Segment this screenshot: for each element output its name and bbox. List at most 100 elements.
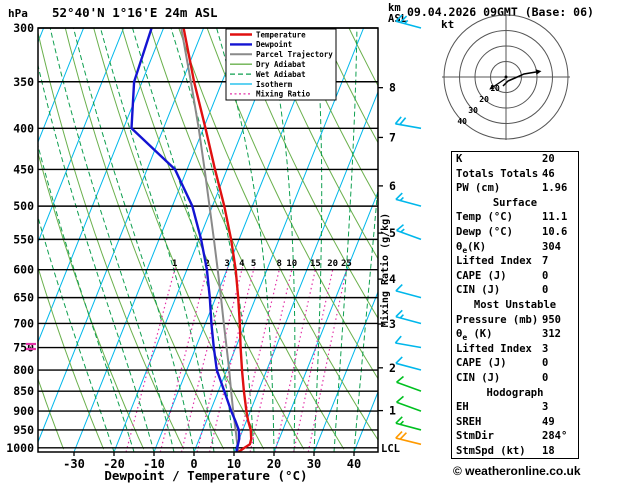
table-row-value: 0 <box>542 371 549 384</box>
pressure-axis-unit: hPa <box>8 7 28 20</box>
wind-barb <box>395 416 422 431</box>
table-row-value: 11.1 <box>542 211 568 224</box>
pressure-tick-label: 550 <box>13 232 34 246</box>
station-title: 52°40'N 1°16'E 24m ASL <box>52 5 218 20</box>
mixing-ratio-axis-title: Mixing Ratio (g/kg) <box>379 213 391 327</box>
wind-barb <box>396 375 422 392</box>
table-row: θe(K) 304 <box>452 240 578 255</box>
dry-adiabat-lines <box>38 28 378 450</box>
plot-border <box>37 27 379 453</box>
wind-barb <box>395 356 422 371</box>
temperature-tick-label: 20 <box>267 457 281 471</box>
pressure-tick-label: 650 <box>13 291 34 305</box>
table-row-value: 7 <box>542 255 549 268</box>
pressure-tick-label: 1000 <box>6 441 34 455</box>
hodograph-ring-label: 40 <box>457 117 467 126</box>
table-row: Temp (°C) 11.1 <box>452 210 578 225</box>
table-row-value: 46 <box>542 167 555 180</box>
temperature-tick-label: -30 <box>63 457 85 471</box>
hodograph-branch <box>492 78 506 88</box>
table-row-label: θe(K) <box>456 240 487 255</box>
table-row: StmDir 284° <box>452 429 578 444</box>
table-row-label: CIN (J) <box>456 371 501 384</box>
km-tick-label: 8 <box>389 81 396 95</box>
km-tick-label: 3 <box>389 317 396 331</box>
wind-barb <box>396 395 422 412</box>
table-row-label: CAPE (J) <box>456 269 507 282</box>
left-edge-marker <box>26 342 36 351</box>
mixing-ratio-label: 25 <box>341 259 352 269</box>
hodograph-ring-label: 10 <box>490 84 500 93</box>
pressure-tick-label: 750 <box>13 341 34 355</box>
hodograph-trace <box>502 71 537 87</box>
wind-barb <box>395 283 422 299</box>
temperature-curve <box>182 28 253 452</box>
pressure-tick-label: 900 <box>13 404 34 418</box>
legend-item-label: Mixing Ratio <box>256 90 311 99</box>
table-row-value: 284° <box>542 430 568 443</box>
profiles <box>130 28 253 452</box>
wind-barbs <box>394 14 422 446</box>
table-row-label: StmDir <box>456 430 494 443</box>
table-row: K 20 <box>452 152 578 167</box>
mixing-ratio-label: 5 <box>251 259 256 269</box>
hodograph-ring <box>474 45 538 109</box>
lcl-label: LCL <box>381 443 400 455</box>
table-row-label: Totals Totals <box>456 167 539 180</box>
table-row: CAPE (J) 0 <box>452 356 578 371</box>
temperature-tick-label: 40 <box>347 457 361 471</box>
table-row-label: PW (cm) <box>456 182 501 195</box>
table-row-value: 0 <box>542 284 549 297</box>
dewpoint-curve <box>130 28 241 452</box>
table-row: CIN (J) 0 <box>452 371 578 386</box>
table-row: Lifted Index 7 <box>452 254 578 269</box>
legend-item-label: Parcel Trajectory <box>256 50 333 59</box>
table-row-label: Lifted Index <box>456 342 532 355</box>
table-row-value: 0 <box>542 269 549 282</box>
table-row: Lifted Index 3 <box>452 342 578 357</box>
table-row: Pressure (mb) 950 <box>452 313 578 328</box>
hodograph-unit-label: kt <box>441 18 454 31</box>
table-row-value: 10.6 <box>542 225 568 238</box>
table-row-value: 304 <box>542 240 561 253</box>
wind-barb <box>394 116 422 130</box>
indices-table: K 20 Totals Totals 46 PW (cm) 1.96 Surface Temp… <box>451 151 579 460</box>
pressure-tick-label: 350 <box>13 75 34 89</box>
table-row-label: Dewp (°C) <box>456 225 513 238</box>
x-axis-title: Dewpoint / Temperature (°C) <box>104 468 307 483</box>
temperature-tick-label: 0 <box>190 457 197 471</box>
wind-barb <box>395 431 422 446</box>
km-tick-label: 1 <box>389 404 396 418</box>
hodograph-ring-label: 30 <box>468 106 478 115</box>
mixing-ratio-label: 3 <box>224 259 229 269</box>
pressure-tick-label: 300 <box>13 21 34 35</box>
pressure-tick-label: 950 <box>13 423 34 437</box>
table-row-value: 0 <box>542 357 549 370</box>
table-row: EH 3 <box>452 400 578 415</box>
temperature-tick-label: -10 <box>143 457 165 471</box>
wet-adiabat-lines <box>38 28 378 452</box>
mixing-ratio-lines: 1 2 3 4 5 8 10 15 20 25 <box>125 259 352 452</box>
table-row-value: 950 <box>542 313 561 326</box>
table-row-value: 3 <box>542 342 549 355</box>
km-tick-label: 2 <box>389 361 396 375</box>
wind-barb <box>395 14 422 29</box>
mixing-ratio-label: 1 <box>172 259 177 269</box>
table-row: Dewp (°C) 10.6 <box>452 225 578 240</box>
table-row-label: StmSpd (kt) <box>456 444 526 457</box>
table-section-header: Surface <box>492 196 538 209</box>
legend-item-label: Dry Adiabat <box>256 60 306 69</box>
mixing-ratio-label: 2 <box>204 259 209 269</box>
mixing-ratio-label: 15 <box>310 259 321 269</box>
table-row-label: CIN (J) <box>456 284 501 297</box>
hodograph-ring <box>459 30 553 124</box>
table-row: SREH 49 <box>452 415 578 430</box>
table-row-value: 312 <box>542 328 561 341</box>
pressure-tick-label: 850 <box>13 384 34 398</box>
hodograph-origin <box>504 75 508 79</box>
legend-item-label: Dewpoint <box>256 40 292 49</box>
pressure-grid: 300 350 400 450 500 550 600 650 700 750 800 850 900 9… <box>6 21 378 455</box>
